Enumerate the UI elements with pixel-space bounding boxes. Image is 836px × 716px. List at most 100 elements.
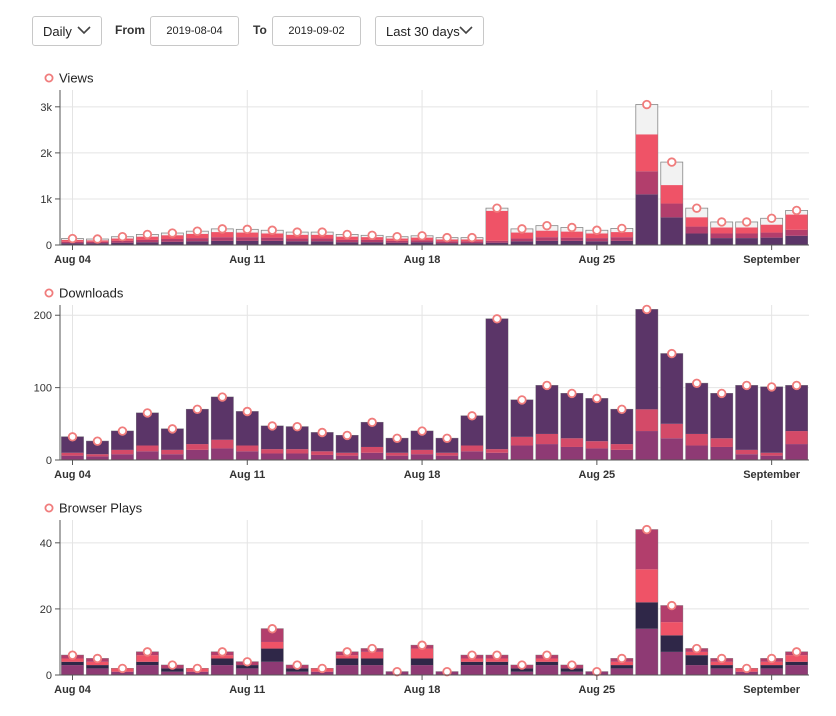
downloads-bar-segment[interactable] <box>461 451 484 460</box>
browser-plays-bar-segment[interactable] <box>411 665 434 675</box>
views-bar-segment[interactable] <box>785 229 808 236</box>
downloads-bar-segment[interactable] <box>236 445 259 452</box>
browser-plays-bar-segment[interactable] <box>710 665 733 669</box>
downloads-bar-segment[interactable] <box>386 438 409 453</box>
views-bar-segment[interactable] <box>560 231 583 238</box>
downloads-bar-segment[interactable] <box>361 452 384 460</box>
downloads-bar-segment[interactable] <box>186 409 209 445</box>
downloads-bar-segment[interactable] <box>136 451 159 460</box>
browser-plays-bar-segment[interactable] <box>86 661 109 666</box>
browser-plays-bar-segment[interactable] <box>61 665 84 675</box>
views-bar-segment[interactable] <box>161 239 184 242</box>
downloads-bar-segment[interactable] <box>710 393 733 439</box>
downloads-bar-segment[interactable] <box>560 446 583 460</box>
browser-plays-bar-segment[interactable] <box>685 651 708 656</box>
downloads-bar-segment[interactable] <box>361 446 384 453</box>
views-bar-segment[interactable] <box>710 233 733 239</box>
views-bar-segment[interactable] <box>186 233 209 239</box>
downloads-bar-segment[interactable] <box>261 425 284 450</box>
views-bar-segment[interactable] <box>660 203 683 218</box>
browser-plays-bar-segment[interactable] <box>685 665 708 675</box>
views-bar-segment[interactable] <box>336 239 359 243</box>
browser-plays-bar-segment[interactable] <box>136 655 159 662</box>
views-bar-segment[interactable] <box>261 240 284 245</box>
browser-plays-bar-segment[interactable] <box>461 658 484 662</box>
browser-plays-bar-segment[interactable] <box>535 658 558 662</box>
views-bar-segment[interactable] <box>61 243 84 245</box>
browser-plays-bar-segment[interactable] <box>86 668 109 675</box>
views-bar-segment[interactable] <box>660 185 683 204</box>
downloads-bar-segment[interactable] <box>336 435 359 453</box>
browser-plays-bar-segment[interactable] <box>785 661 808 666</box>
downloads-bar-segment[interactable] <box>735 454 758 460</box>
views-bar-segment[interactable] <box>610 237 633 241</box>
downloads-bar-segment[interactable] <box>386 452 409 456</box>
browser-plays-bar-segment[interactable] <box>261 661 284 675</box>
views-bar-segment[interactable] <box>760 224 783 233</box>
downloads-bar-segment[interactable] <box>86 441 109 455</box>
downloads-bar-segment[interactable] <box>211 397 234 440</box>
views-bar-segment[interactable] <box>510 238 533 242</box>
browser-plays-bar-segment[interactable] <box>510 671 533 675</box>
browser-plays-bar-segment[interactable] <box>261 628 284 642</box>
browser-plays-bar-segment[interactable] <box>261 641 284 649</box>
views-bar-segment[interactable] <box>186 241 209 245</box>
downloads-bar-segment[interactable] <box>635 309 658 410</box>
downloads-bar-segment[interactable] <box>136 412 159 446</box>
browser-plays-bar-segment[interactable] <box>311 671 334 675</box>
browser-plays-bar-segment[interactable] <box>660 635 683 652</box>
views-bar-segment[interactable] <box>211 240 234 245</box>
downloads-bar-segment[interactable] <box>685 383 708 434</box>
views-bar-segment[interactable] <box>311 238 334 242</box>
browser-plays-bar-segment[interactable] <box>86 665 109 669</box>
browser-plays-bar-segment[interactable] <box>186 671 209 675</box>
downloads-bar-segment[interactable] <box>535 444 558 460</box>
downloads-bar-segment[interactable] <box>610 409 633 445</box>
views-bar-segment[interactable] <box>535 237 558 241</box>
downloads-bar-segment[interactable] <box>386 455 409 460</box>
browser-plays-bar-segment[interactable] <box>485 665 508 675</box>
downloads-bar-segment[interactable] <box>186 444 209 450</box>
downloads-bar-segment[interactable] <box>336 452 359 456</box>
views-bar-segment[interactable] <box>735 227 758 234</box>
views-bar-segment[interactable] <box>510 241 533 245</box>
browser-plays-bar-segment[interactable] <box>461 661 484 666</box>
downloads-bar-segment[interactable] <box>585 398 608 442</box>
downloads-bar-segment[interactable] <box>211 439 234 449</box>
downloads-bar-segment[interactable] <box>585 448 608 460</box>
downloads-bar-segment[interactable] <box>236 411 259 446</box>
downloads-bar-segment[interactable] <box>136 445 159 452</box>
views-bar-segment[interactable] <box>760 232 783 238</box>
views-bar-segment[interactable] <box>535 230 558 238</box>
downloads-bar-segment[interactable] <box>111 449 134 455</box>
views-bar-segment[interactable] <box>286 241 309 245</box>
browser-plays-bar-segment[interactable] <box>261 648 284 662</box>
downloads-bar-segment[interactable] <box>361 422 384 447</box>
downloads-bar-segment[interactable] <box>510 399 533 437</box>
browser-plays-bar-segment[interactable] <box>735 671 758 675</box>
views-bar-segment[interactable] <box>685 226 708 234</box>
views-bar-segment[interactable] <box>311 241 334 245</box>
views-bar-segment[interactable] <box>111 240 134 243</box>
downloads-bar-segment[interactable] <box>161 454 184 460</box>
downloads-bar-segment[interactable] <box>785 385 808 432</box>
downloads-bar-segment[interactable] <box>610 444 633 450</box>
browser-plays-bar-segment[interactable] <box>286 668 309 672</box>
downloads-bar-segment[interactable] <box>61 452 84 456</box>
views-bar-segment[interactable] <box>461 243 484 245</box>
views-bar-segment[interactable] <box>785 235 808 245</box>
downloads-bar-segment[interactable] <box>61 436 84 453</box>
views-bar-segment[interactable] <box>685 233 708 245</box>
browser-plays-bar-segment[interactable] <box>361 651 384 659</box>
browser-plays-bar-segment[interactable] <box>485 658 508 662</box>
browser-plays-bar-segment[interactable] <box>710 661 733 666</box>
downloads-bar-segment[interactable] <box>236 451 259 460</box>
browser-plays-bar-segment[interactable] <box>61 658 84 662</box>
views-bar-segment[interactable] <box>735 238 758 245</box>
views-bar-segment[interactable] <box>485 242 508 245</box>
views-bar-segment[interactable] <box>136 239 159 243</box>
browser-plays-bar-segment[interactable] <box>136 665 159 675</box>
views-bar-segment[interactable] <box>585 233 608 239</box>
views-bar-segment[interactable] <box>436 243 459 245</box>
browser-plays-bar-segment[interactable] <box>236 665 259 669</box>
